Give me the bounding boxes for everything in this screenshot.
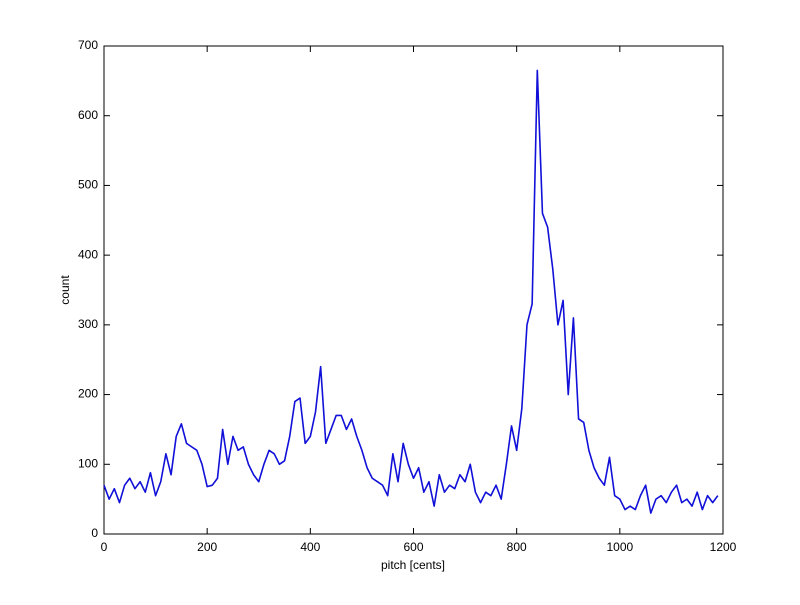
y-tick-label: 300: [78, 317, 98, 331]
x-tick-label: 200: [197, 540, 217, 554]
y-tick-label: 100: [78, 456, 98, 470]
x-tick-label: 0: [101, 540, 108, 554]
x-tick-label: 600: [403, 540, 423, 554]
data-line: [103, 69, 719, 514]
y-tick-label: 200: [78, 387, 98, 401]
y-axis-label: count: [58, 275, 72, 305]
y-tick-label: 0: [91, 526, 98, 540]
y-tick-label: 600: [78, 108, 98, 122]
y-tick-label: 500: [78, 178, 98, 192]
y-tick-label: 700: [78, 38, 98, 52]
x-tick-label: 400: [300, 540, 320, 554]
y-tick-label: 400: [78, 247, 98, 261]
x-tick-label: 1200: [710, 540, 737, 554]
x-tick-label: 1000: [606, 540, 633, 554]
x-axis-label: pitch [cents]: [381, 558, 445, 572]
plot-box: [103, 45, 724, 535]
x-tick-label: 800: [507, 540, 527, 554]
